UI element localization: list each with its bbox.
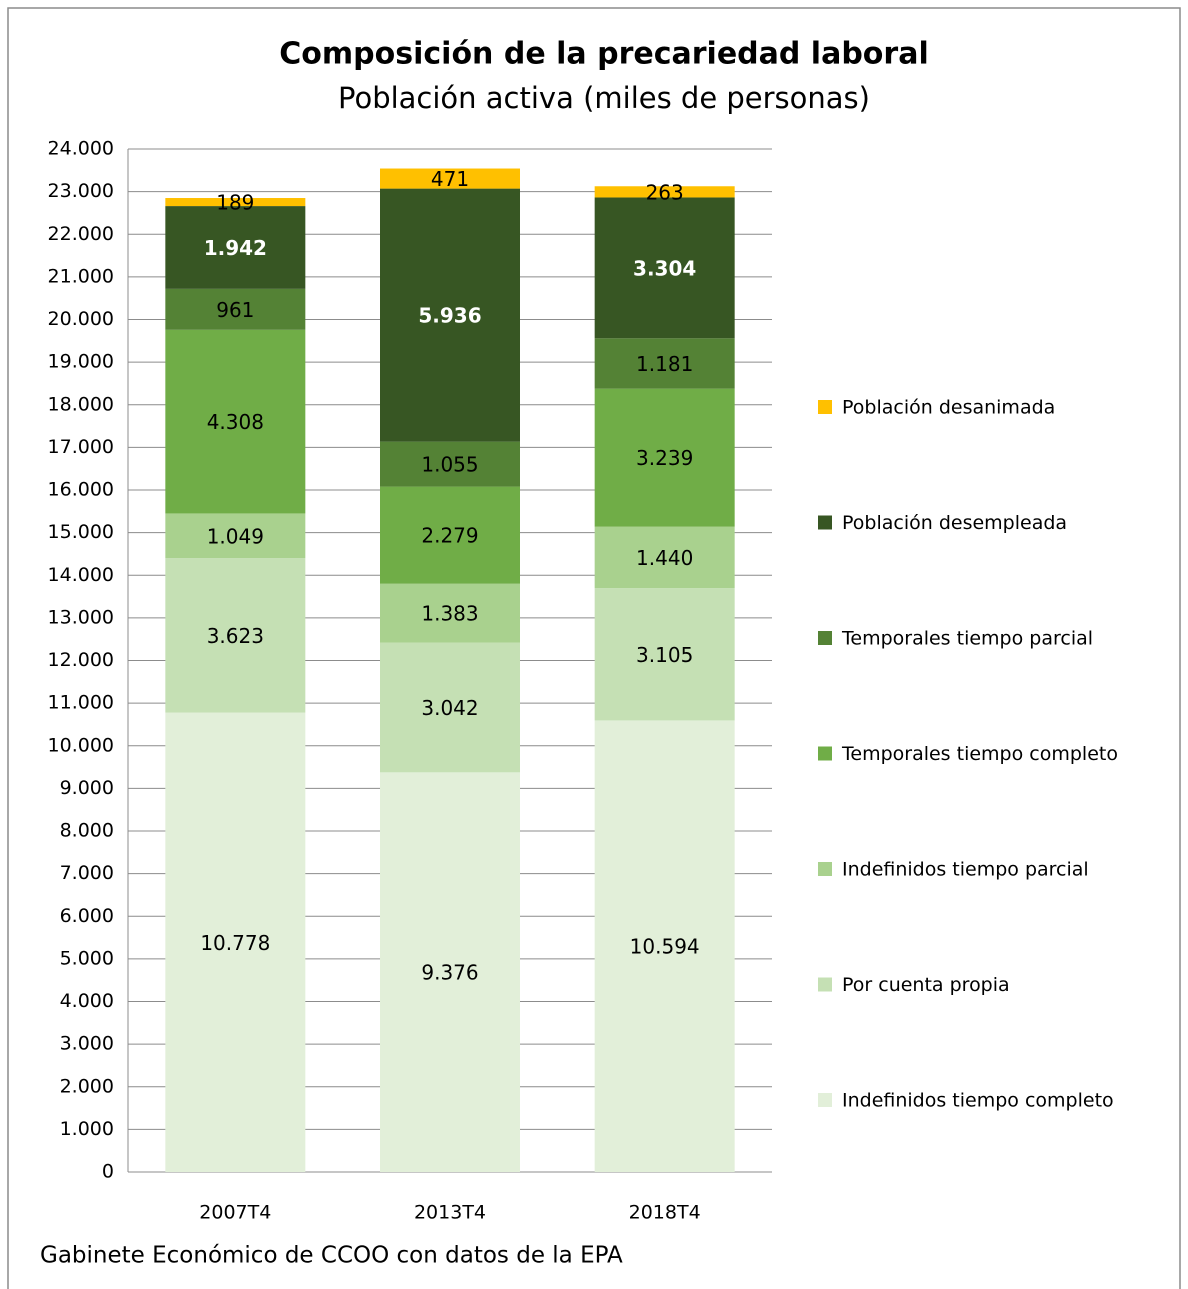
y-tick-label: 17.000	[48, 436, 114, 458]
bar-segment	[380, 772, 520, 1172]
y-tick-label: 9.000	[60, 777, 114, 799]
data-label: 471	[431, 167, 469, 191]
legend-label: Temporales tiempo parcial	[841, 628, 1093, 650]
bar-segment	[594, 186, 735, 198]
source-note: Gabinete Económico de CCOO con datos de …	[40, 1243, 623, 1269]
data-label: 961	[216, 298, 254, 322]
data-label: 1.383	[421, 602, 478, 626]
bar-segment	[594, 388, 735, 527]
data-label: 5.936	[418, 304, 481, 328]
data-label: 1.055	[421, 453, 478, 477]
y-tick-label: 1.000	[60, 1118, 114, 1140]
y-tick-label: 11.000	[48, 692, 114, 714]
data-label: 189	[216, 191, 254, 215]
bar-segment	[594, 720, 735, 1172]
chart-border	[7, 7, 1181, 1289]
chart-title: Composición de la precariedad laboral	[279, 37, 928, 72]
y-tick-label: 18.000	[48, 393, 114, 415]
bar-segment	[594, 526, 735, 589]
y-tick-label: 4.000	[60, 990, 114, 1012]
y-tick-label: 16.000	[48, 479, 114, 501]
legend-swatch	[818, 1093, 832, 1107]
data-label: 3.304	[633, 256, 696, 280]
y-tick-label: 0	[102, 1161, 114, 1183]
legend-label: Población desanimada	[842, 397, 1055, 419]
y-tick-label: 3.000	[60, 1033, 114, 1055]
y-tick-label: 8.000	[60, 820, 114, 842]
data-label: 1.440	[636, 546, 693, 570]
y-tick-label: 13.000	[48, 606, 114, 628]
data-label: 3.239	[636, 446, 693, 470]
bar-segment	[380, 188, 520, 442]
y-tick-label: 15.000	[48, 521, 114, 543]
x-tick-label: 2018T4	[629, 1202, 701, 1224]
legend-swatch	[818, 400, 832, 414]
y-tick-label: 10.000	[48, 734, 114, 756]
y-tick-label: 5.000	[60, 947, 114, 969]
legend-swatch	[818, 862, 832, 876]
data-label: 3.105	[636, 643, 693, 667]
y-tick-label: 6.000	[60, 905, 114, 927]
data-label: 1.049	[207, 524, 264, 548]
y-tick-label: 2.000	[60, 1075, 114, 1097]
data-label: 9.376	[421, 961, 478, 985]
chart-subtitle: Población activa (miles de personas)	[338, 81, 870, 115]
bar-segment	[165, 329, 306, 514]
y-tick-label: 7.000	[60, 862, 114, 884]
y-tick-label: 21.000	[48, 265, 114, 287]
bar-segment	[165, 206, 306, 289]
data-label: 4.308	[207, 410, 264, 434]
bar-segment	[380, 441, 520, 487]
data-label: 3.042	[421, 696, 478, 720]
legend-label: Temporales tiempo completo	[841, 743, 1118, 765]
data-label: 3.623	[207, 624, 264, 648]
legend-label: Indefinidos tiempo completo	[842, 1090, 1114, 1112]
bar-segment	[380, 583, 520, 643]
legend-swatch	[818, 631, 832, 645]
y-tick-label: 22.000	[48, 223, 114, 245]
data-label: 263	[646, 180, 684, 204]
bar-segment	[380, 486, 520, 584]
y-tick-label: 24.000	[48, 138, 114, 160]
legend-label: Indefinidos tiempo parcial	[842, 859, 1089, 881]
legend-swatch	[818, 515, 832, 530]
bar-segment	[380, 168, 520, 189]
legend-label: Por cuenta propia	[842, 974, 1010, 996]
y-tick-label: 12.000	[48, 649, 114, 671]
x-tick-label: 2013T4	[414, 1202, 486, 1224]
y-tick-label: 19.000	[48, 351, 114, 373]
data-label: 2.279	[421, 524, 478, 548]
bar-segment	[165, 712, 306, 1172]
legend-label: Población desempleada	[842, 512, 1067, 534]
bar-segment	[594, 588, 735, 721]
bar-segment	[380, 642, 520, 773]
data-label: 1.942	[204, 236, 267, 260]
legend-swatch	[818, 977, 832, 992]
bar-segment	[594, 338, 735, 389]
x-tick-label: 2007T4	[199, 1202, 271, 1224]
bar-segment	[165, 198, 306, 207]
bar-segment	[165, 513, 306, 559]
data-label: 1.181	[636, 352, 693, 376]
legend-swatch	[818, 746, 832, 761]
data-label: 10.594	[630, 935, 700, 959]
bar-segment	[165, 288, 306, 330]
bar-segment	[165, 558, 306, 713]
y-tick-label: 14.000	[48, 564, 114, 586]
data-label: 10.778	[200, 931, 270, 955]
y-tick-label: 20.000	[48, 308, 114, 330]
bar-segment	[594, 197, 735, 339]
y-tick-label: 23.000	[48, 180, 114, 202]
